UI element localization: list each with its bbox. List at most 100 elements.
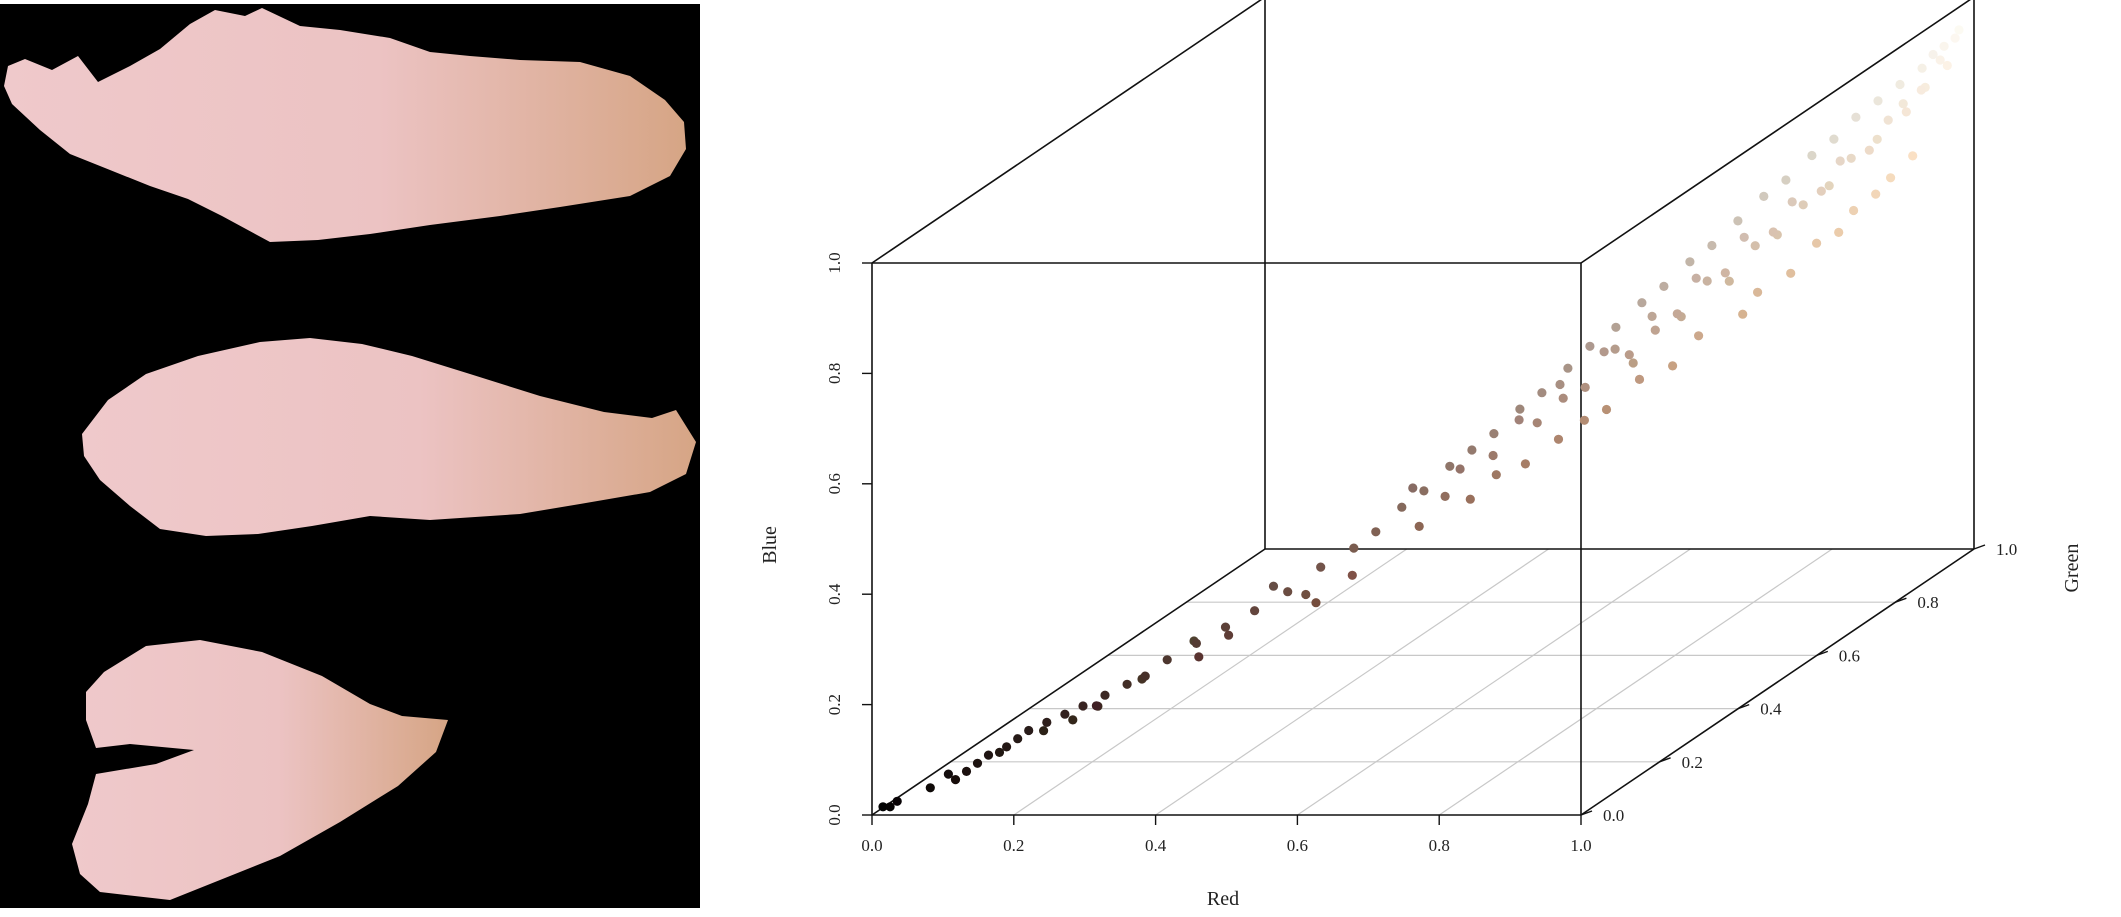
data-point bbox=[1807, 150, 1817, 161]
data-point bbox=[1455, 464, 1465, 474]
data-point bbox=[1194, 652, 1204, 662]
data-point bbox=[1798, 200, 1808, 210]
data-point bbox=[1563, 363, 1573, 373]
data-point bbox=[1954, 25, 1964, 35]
data-point bbox=[1580, 382, 1590, 392]
data-point bbox=[1650, 325, 1660, 335]
data-point bbox=[1864, 145, 1874, 155]
data-point bbox=[1873, 96, 1883, 106]
data-point bbox=[1768, 227, 1778, 237]
data-point bbox=[1140, 671, 1150, 681]
data-point bbox=[1611, 322, 1621, 332]
data-point bbox=[1702, 276, 1712, 286]
data-point bbox=[1759, 191, 1769, 201]
data-point bbox=[1628, 358, 1638, 368]
box-edge bbox=[1580, 548, 1975, 816]
data-point bbox=[1488, 450, 1498, 461]
data-point bbox=[1898, 99, 1908, 109]
data-point bbox=[1440, 491, 1450, 501]
data-point bbox=[1283, 587, 1293, 597]
y-tick bbox=[1659, 757, 1671, 763]
data-point bbox=[1162, 655, 1172, 665]
data-point bbox=[1942, 60, 1952, 71]
data-point bbox=[1738, 309, 1748, 319]
specimen-photo bbox=[0, 4, 700, 908]
grid-line-red bbox=[1438, 548, 1833, 816]
data-point bbox=[1520, 459, 1530, 469]
data-point bbox=[1694, 331, 1704, 341]
data-point bbox=[1078, 701, 1088, 711]
data-point bbox=[1100, 690, 1110, 700]
data-point bbox=[1659, 281, 1669, 291]
box-edge bbox=[871, 548, 1266, 816]
data-point bbox=[1250, 606, 1260, 616]
data-point bbox=[1917, 63, 1927, 73]
data-point bbox=[892, 796, 902, 806]
data-point bbox=[1555, 379, 1565, 390]
rgb-scatter-3d: 0.0 0.2 0.4 0.6 0.8 1.0 0.0 0.2 0.4 0.6 0.8 1.0 0.0 0… bbox=[700, 0, 2121, 912]
data-point bbox=[1901, 107, 1911, 117]
z-tick-label: 0.2 bbox=[825, 694, 844, 715]
data-point bbox=[1624, 350, 1634, 360]
data-point bbox=[1707, 240, 1717, 251]
data-point bbox=[1935, 55, 1945, 65]
data-point bbox=[1532, 418, 1542, 428]
data-point bbox=[1834, 227, 1844, 237]
x-tick-label: 0.0 bbox=[861, 836, 882, 855]
box-edge bbox=[871, 0, 1262, 264]
data-point bbox=[1634, 374, 1645, 384]
data-point bbox=[1668, 361, 1678, 371]
data-point bbox=[1349, 543, 1359, 553]
grid-line-red bbox=[1297, 548, 1691, 816]
data-point bbox=[994, 747, 1005, 758]
data-point bbox=[1514, 415, 1524, 425]
data-point bbox=[1599, 347, 1609, 357]
data-point bbox=[1122, 679, 1132, 689]
data-point bbox=[1872, 134, 1882, 144]
data-point bbox=[961, 766, 972, 777]
data-point bbox=[1724, 276, 1734, 286]
data-point bbox=[1851, 112, 1861, 122]
data-point bbox=[1316, 562, 1326, 572]
data-point bbox=[1883, 115, 1893, 125]
data-point bbox=[1950, 33, 1960, 43]
data-point bbox=[1467, 445, 1477, 455]
data-point bbox=[1224, 630, 1234, 640]
data-point bbox=[1846, 153, 1856, 163]
data-point bbox=[878, 802, 888, 812]
data-point bbox=[1091, 701, 1101, 711]
data-point bbox=[1311, 598, 1321, 608]
data-point bbox=[1647, 311, 1657, 321]
data-point bbox=[1013, 734, 1023, 744]
data-point bbox=[1268, 581, 1279, 591]
data-point bbox=[1601, 404, 1612, 415]
data-point bbox=[1816, 186, 1826, 196]
y-tick-label: 0.8 bbox=[1917, 593, 1938, 612]
data-point bbox=[1610, 344, 1620, 354]
y-tick bbox=[1580, 810, 1593, 816]
x-tick-label: 1.0 bbox=[1570, 836, 1591, 855]
data-point bbox=[1465, 494, 1475, 504]
data-point bbox=[1908, 151, 1918, 161]
data-point bbox=[1812, 238, 1822, 248]
data-point bbox=[1871, 189, 1881, 199]
x-tick-label: 0.4 bbox=[1145, 836, 1167, 855]
data-point bbox=[1491, 470, 1501, 480]
grid-line-red bbox=[1013, 548, 1408, 816]
data-point bbox=[1408, 483, 1418, 493]
data-point bbox=[1691, 273, 1701, 283]
z-axis-label: Blue bbox=[759, 526, 781, 564]
y-tick-label: 0.4 bbox=[1760, 700, 1782, 719]
data-point bbox=[1515, 404, 1525, 414]
data-point bbox=[1916, 85, 1926, 95]
data-point bbox=[1042, 717, 1052, 728]
data-point bbox=[1489, 429, 1499, 439]
x-tick-label: 0.6 bbox=[1287, 836, 1308, 855]
box-edge bbox=[1580, 0, 1971, 264]
data-point bbox=[1939, 41, 1949, 51]
specimen-bottom bbox=[72, 640, 448, 900]
y-tick-label: 1.0 bbox=[1996, 540, 2017, 559]
data-point bbox=[1301, 589, 1311, 600]
data-point bbox=[1558, 393, 1568, 403]
data-point bbox=[925, 783, 935, 793]
